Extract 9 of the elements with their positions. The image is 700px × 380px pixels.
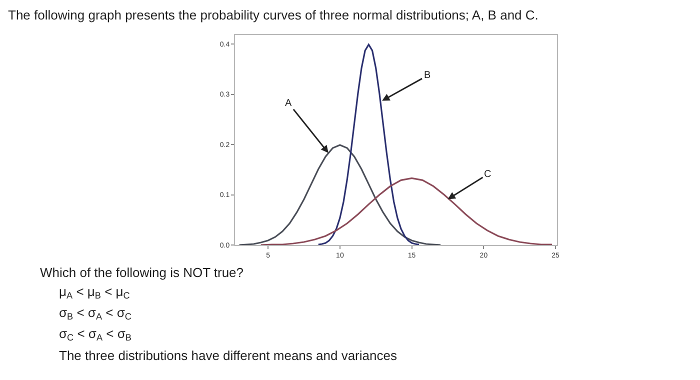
text: The three distributions have different means and variances — [59, 348, 398, 363]
annotation: B — [424, 70, 431, 81]
text: μ$_{A}$ < μ$_{B}$ < μ$_{C}$ — [59, 284, 130, 301]
annotation: C — [484, 169, 492, 180]
chart-title: The following graph presents the probability curves of three normal distributions; A, B and C. — [8, 8, 538, 23]
text: σ$_{C}$ < σ$_{A}$ < σ$_{B}$ — [59, 326, 132, 343]
text: σ$_{B}$ < σ$_{A}$ < σ$_{C}$ — [59, 305, 132, 322]
annotation: A — [285, 98, 292, 109]
text: Which of the following is NOT true? — [40, 265, 244, 280]
